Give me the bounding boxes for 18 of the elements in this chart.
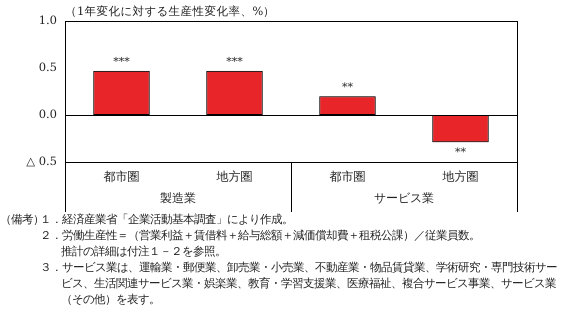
text: 製造業 [160,191,196,206]
y-axis-title: （1年変化に対する生産性変化率、%） [65,4,276,18]
y-tick-label: 0.5 [38,60,57,74]
data-label: *** [226,55,244,68]
y-tick-label: 0.0 [38,106,57,121]
text: 推計の詳細は付注１－２を参照。 [60,244,227,260]
x-tick-label: 地方圏 [216,169,252,184]
x-tick-label: 都市圏 [104,169,140,184]
data-label: *** [113,55,130,68]
x-tick-label: 都市圏 [330,169,366,184]
text: ２．労働生産性＝（営業利益＋賃借料＋給与総額＋減価償却費＋租税公課）／従業員数。 [40,228,481,244]
text: ３．サービス業は、運輸業・郵便業、卸売業・小売業、不動産業・物品賃貸業、学術研究・専門技術サービス、生活関連サービス業・娯楽業、教育・学習支援業、医療福祉、複合サービス事業、サービス業（その他）を表す。 [40,260,558,308]
x-tick-label: 地方圏 [442,169,478,184]
data-label: ** [342,80,354,94]
text: サービス業 [374,191,434,206]
y-tick-label: △ 0.5 [26,154,57,168]
data-label: ** [455,146,466,159]
y-tick-label: 1.0 [38,12,57,27]
